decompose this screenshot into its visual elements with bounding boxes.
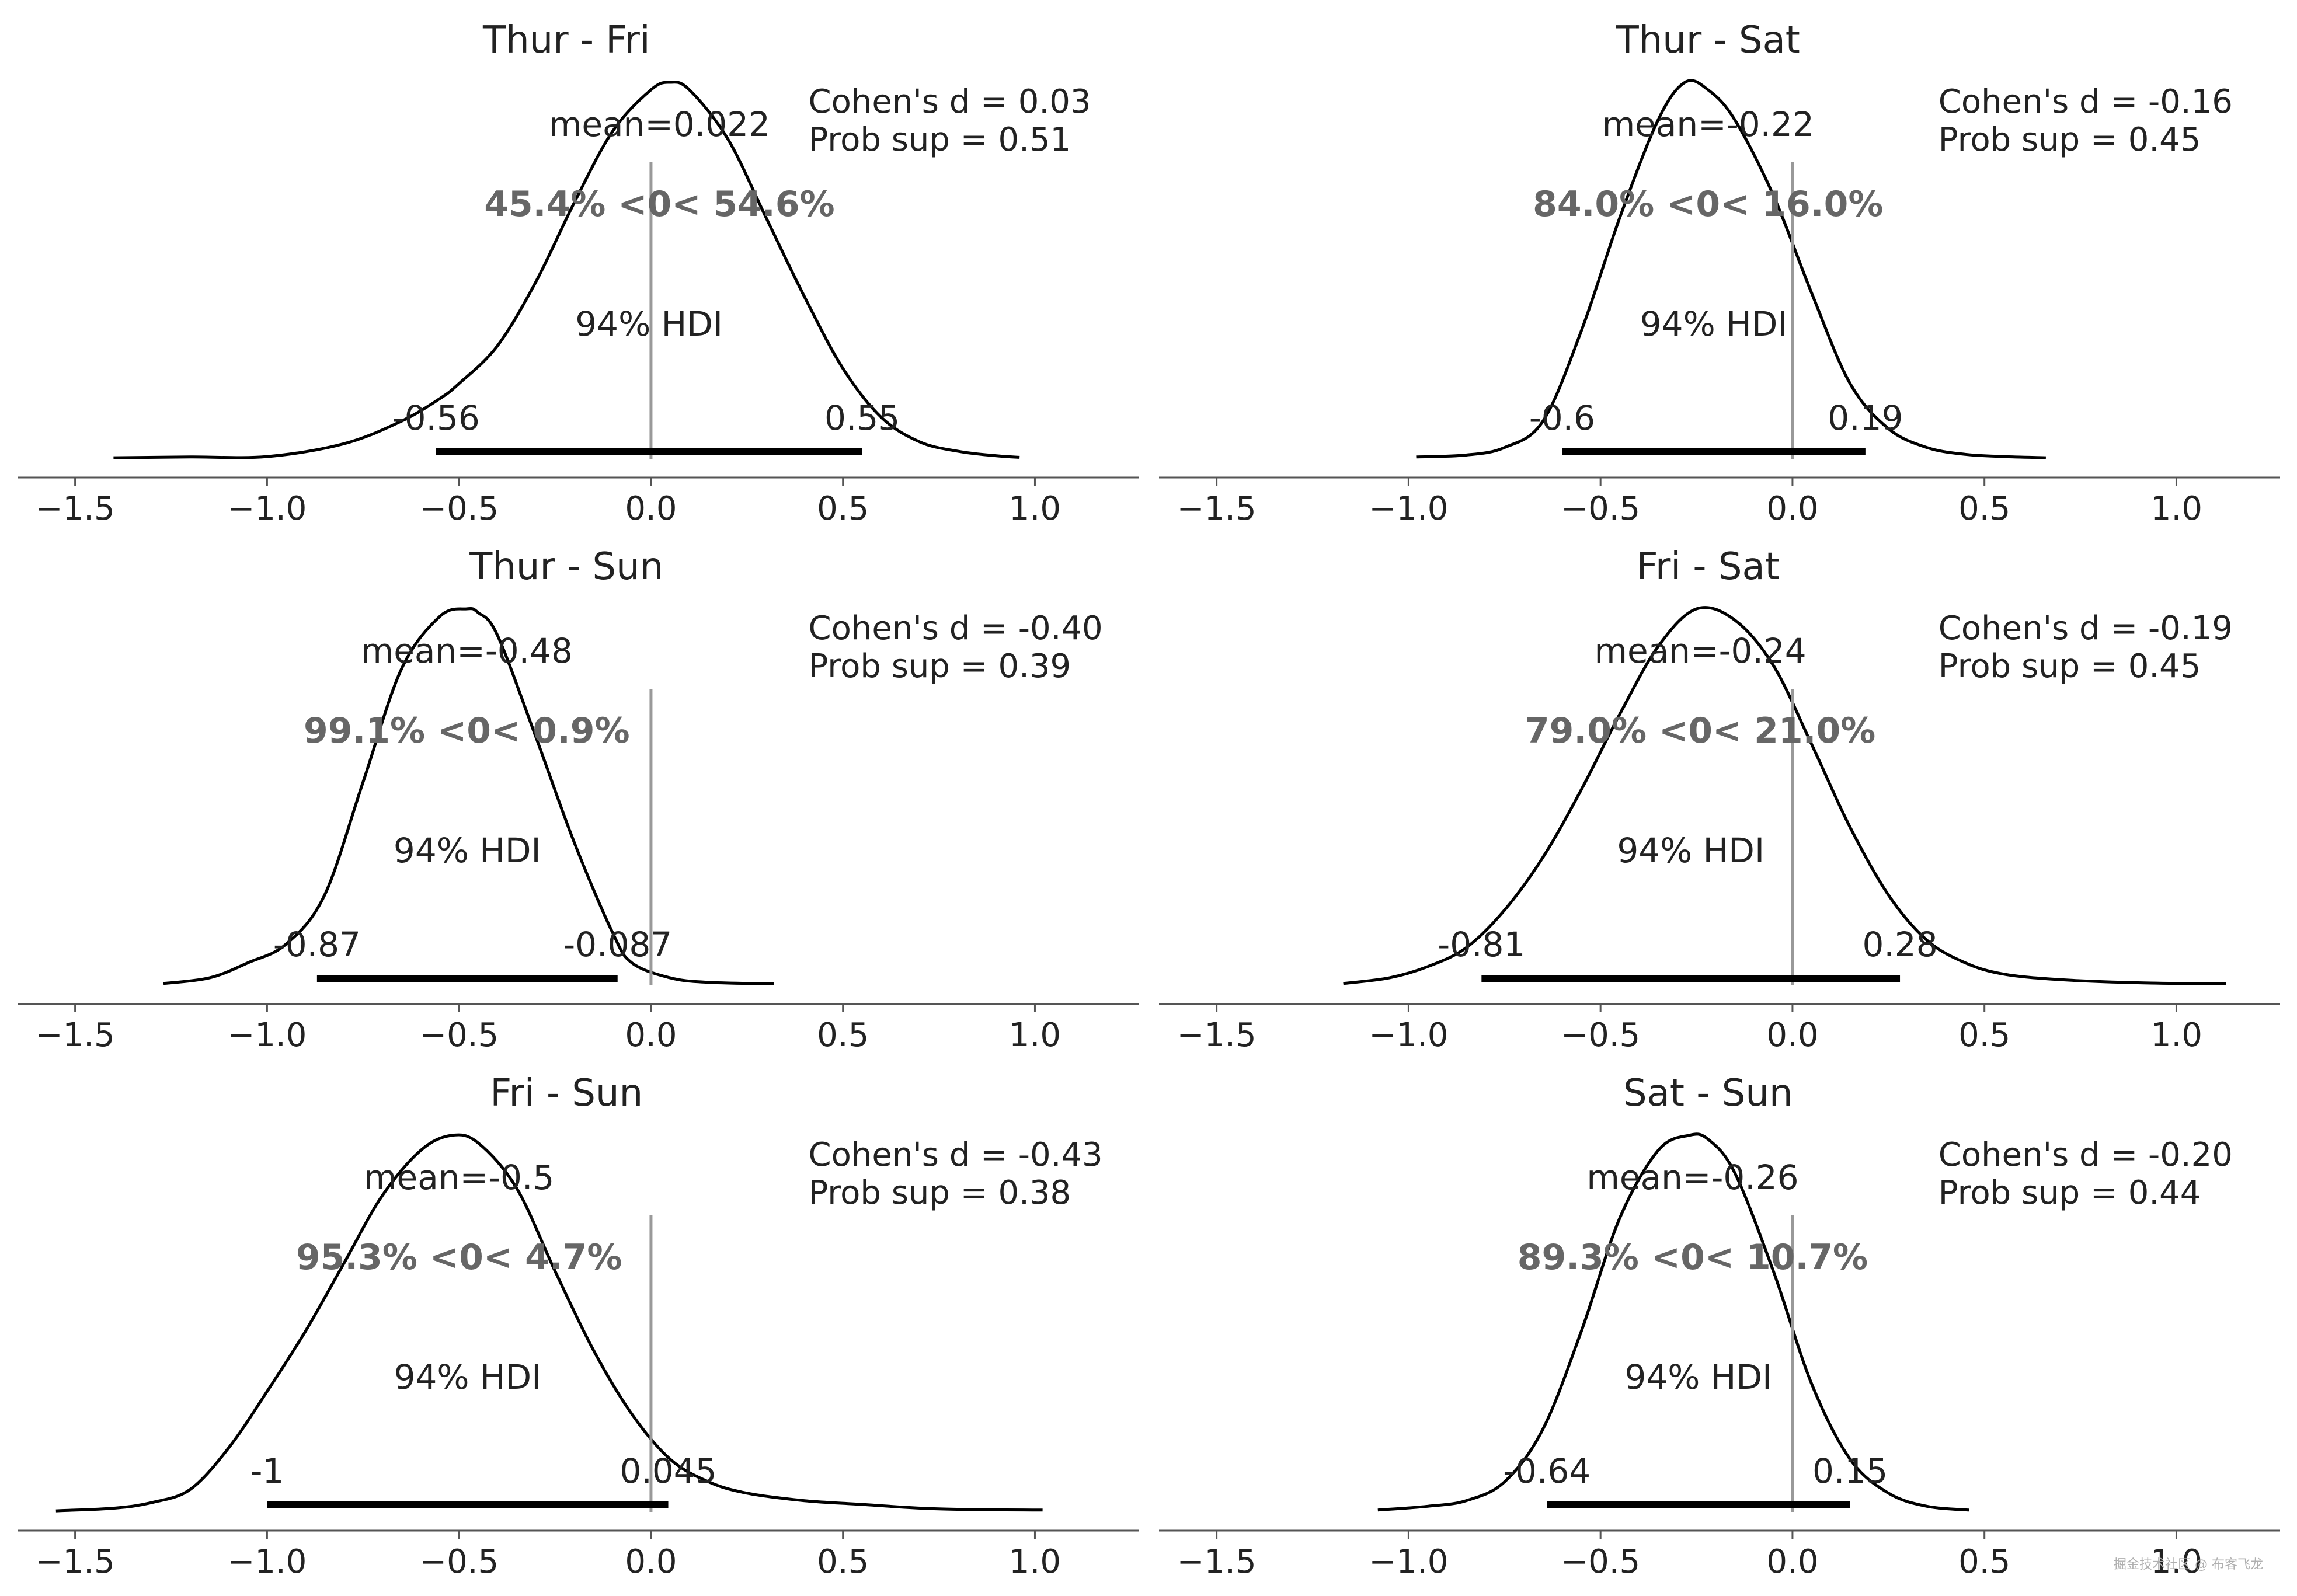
prob-sup-label: Prob sup = 0.45 (1938, 647, 2201, 685)
prob-sup-label: Prob sup = 0.51 (809, 121, 1071, 159)
prob-sup-label: Prob sup = 0.38 (809, 1174, 1071, 1212)
x-tick-label: 1.0 (2150, 490, 2202, 528)
mean-label: mean=-0.48 (361, 631, 573, 671)
x-tick-label: −1.5 (1177, 1543, 1257, 1581)
x-tick-label: −0.5 (1561, 490, 1640, 528)
mean-label: mean=-0.22 (1602, 104, 1814, 144)
x-tick-label: −1.5 (36, 490, 115, 528)
x-tick-label: 1.0 (2150, 1543, 2202, 1581)
density-curve (113, 81, 1020, 459)
cohens-d-label: Cohen's d = -0.19 (1938, 609, 2233, 647)
prob-sup-label: Prob sup = 0.44 (1938, 1174, 2201, 1212)
density-curve (1416, 79, 2046, 459)
hdi-lower-label: -0.87 (273, 925, 361, 964)
mean-label: mean=-0.5 (364, 1158, 554, 1197)
panel-title: Sat - Sun (1623, 1072, 1793, 1115)
x-tick-label: 0.0 (1766, 1543, 1818, 1581)
hdi-label: 94% HDI (1624, 1357, 1772, 1397)
panel-thur-sat: Thur - Sat −1.5 −1.0 −0.5 0.0 0.5 1.0 -0.6 0.19 9… (1159, 19, 2280, 528)
hdi-label: 94% HDI (394, 831, 541, 870)
x-tick-label: 1.0 (2150, 1016, 2202, 1054)
panel-thur-sun: Thur - Sun −1.5 −1.0 −0.5 0.0 0.5 1.0 -0.87 -0.0… (18, 545, 1139, 1054)
x-tick-label: −1.5 (1177, 1016, 1257, 1054)
x-tick-label: −1.0 (1369, 1543, 1448, 1581)
hdi-lower-label: -0.81 (1438, 925, 1525, 964)
hdi-label: 94% HDI (1617, 831, 1764, 870)
hdi-lower-label: -0.64 (1503, 1451, 1591, 1491)
hdi-upper-label: 0.045 (620, 1451, 716, 1491)
panel-fri-sun: Fri - Sun −1.5 −1.0 −0.5 0.0 0.5 1.0 -1 0.045 94%… (18, 1072, 1139, 1581)
density-curve (55, 1133, 1043, 1513)
hdi-label: 94% HDI (1640, 304, 1788, 344)
x-tick-label: −1.0 (1369, 1016, 1448, 1054)
x-tick-label: −1.0 (227, 490, 307, 528)
cohens-d-label: Cohen's d = -0.40 (809, 609, 1103, 647)
x-tick-label: 0.5 (817, 490, 869, 528)
hdi-lower-label: -1 (250, 1451, 284, 1491)
x-tick-label: 1.0 (1009, 1543, 1061, 1581)
x-tick-label: 0.0 (625, 1016, 677, 1054)
density-curve (1343, 606, 2226, 985)
x-tick-label: −1.5 (36, 1016, 115, 1054)
x-tick-label: −0.5 (1561, 1543, 1640, 1581)
prob-sup-label: Prob sup = 0.45 (1938, 121, 2201, 159)
ref-probability-label: 45.4% <0< 54.6% (484, 184, 834, 225)
panel-title: Fri - Sat (1637, 545, 1780, 588)
panel-title: Fri - Sun (490, 1072, 643, 1115)
hdi-lower-label: -0.56 (392, 398, 480, 438)
panel-title: Thur - Sat (1616, 19, 1800, 62)
hdi-upper-label: -0.087 (563, 925, 672, 964)
x-tick-label: 0.5 (1958, 1543, 2010, 1581)
x-tick-label: −1.0 (227, 1543, 307, 1581)
hdi-label: 94% HDI (575, 304, 723, 344)
hdi-upper-label: 0.55 (824, 398, 900, 438)
hdi-lower-label: -0.6 (1529, 398, 1595, 438)
x-tick-label: 0.0 (625, 490, 677, 528)
x-tick-label: −1.5 (1177, 490, 1257, 528)
panel-thur-fri: Thur - Fri −1.5 −1.0 −0.5 0.0 0.5 1.0 -0.56 0.55… (18, 19, 1139, 528)
x-tick-label: −0.5 (419, 1016, 499, 1054)
mean-label: mean=-0.26 (1586, 1158, 1798, 1197)
panel-sat-sun: Sat - Sun −1.5 −1.0 −0.5 0.0 0.5 1.0 -0.64 0.15 9… (1159, 1072, 2280, 1581)
x-tick-label: −0.5 (419, 490, 499, 528)
x-tick-label: 0.5 (817, 1016, 869, 1054)
x-tick-label: −1.5 (36, 1543, 115, 1581)
x-tick-label: 0.0 (1766, 490, 1818, 528)
mean-label: mean=0.022 (549, 104, 770, 144)
prob-sup-label: Prob sup = 0.39 (809, 647, 1071, 685)
cohens-d-label: Cohen's d = -0.20 (1938, 1136, 2233, 1174)
x-tick-label: 1.0 (1009, 1016, 1061, 1054)
x-tick-label: −1.0 (227, 1016, 307, 1054)
ref-probability-label: 95.3% <0< 4.7% (296, 1237, 622, 1278)
density-curve (163, 607, 774, 985)
hdi-upper-label: 0.15 (1812, 1451, 1888, 1491)
ref-probability-label: 84.0% <0< 16.0% (1533, 184, 1883, 225)
x-tick-label: −0.5 (1561, 1016, 1640, 1054)
ref-probability-label: 99.1% <0< 0.9% (304, 710, 630, 751)
x-tick-label: −0.5 (419, 1543, 499, 1581)
x-tick-label: 0.5 (1958, 1016, 2010, 1054)
x-tick-label: 0.0 (625, 1543, 677, 1581)
ref-probability-label: 79.0% <0< 21.0% (1525, 710, 1875, 751)
watermark-text: 掘金技术社区 @ 布客飞龙 (2114, 1557, 2263, 1572)
x-tick-label: 0.5 (817, 1543, 869, 1581)
hdi-upper-label: 0.19 (1828, 398, 1903, 438)
cohens-d-label: Cohen's d = -0.16 (1938, 83, 2233, 121)
panel-title: Thur - Sun (469, 545, 663, 588)
x-tick-label: 1.0 (1009, 490, 1061, 528)
cohens-d-label: Cohen's d = -0.43 (809, 1136, 1103, 1174)
panel-fri-sat: Fri - Sat −1.5 −1.0 −0.5 0.0 0.5 1.0 -0.81 0.28 9… (1159, 545, 2280, 1054)
panel-title: Thur - Fri (482, 19, 650, 62)
hdi-label: 94% HDI (394, 1357, 542, 1397)
hdi-upper-label: 0.28 (1862, 925, 1937, 964)
density-curve (1377, 1132, 1969, 1512)
ref-probability-label: 89.3% <0< 10.7% (1518, 1237, 1868, 1278)
x-tick-label: −1.0 (1369, 490, 1448, 528)
x-tick-label: 0.0 (1766, 1016, 1818, 1054)
x-tick-label: 0.5 (1958, 490, 2010, 528)
mean-label: mean=-0.24 (1595, 631, 1807, 671)
cohens-d-label: Cohen's d = 0.03 (809, 83, 1091, 121)
